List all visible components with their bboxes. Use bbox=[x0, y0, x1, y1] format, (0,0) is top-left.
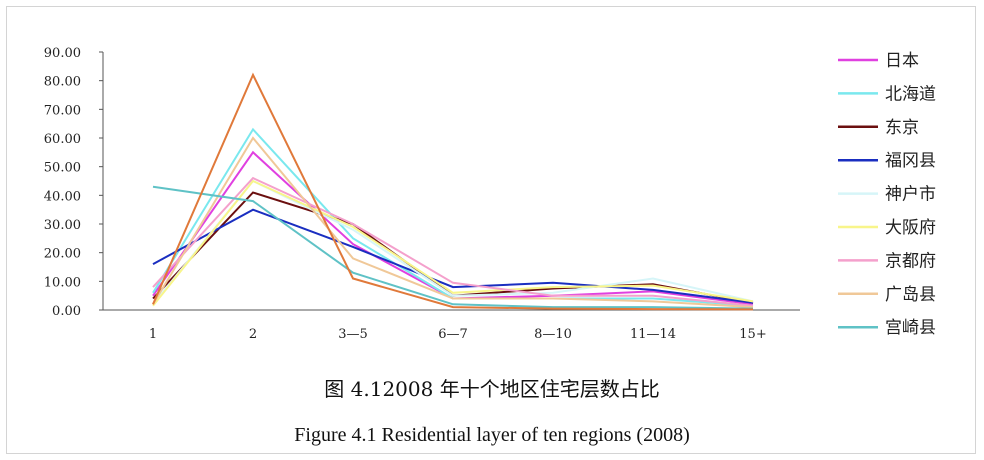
figure-frame bbox=[6, 6, 976, 454]
legend-label: 宫崎县 bbox=[885, 318, 936, 338]
series-line-7 bbox=[152, 176, 754, 307]
legend-label: 福冈县 bbox=[885, 151, 936, 171]
legend-label: 大阪府 bbox=[885, 218, 936, 238]
legend-label: 京都府 bbox=[885, 251, 936, 271]
series-line-9 bbox=[152, 185, 754, 310]
y-tick-label: 20.00 bbox=[44, 247, 81, 262]
y-tick-label: 40.00 bbox=[44, 189, 81, 204]
y-tick-label: 70.00 bbox=[44, 103, 81, 118]
caption-english: Figure 4.1 Residential layer of ten regi… bbox=[294, 424, 690, 446]
x-tick-label: 15+ bbox=[739, 327, 766, 342]
legend-label: 神户市 bbox=[885, 185, 936, 205]
line-chart: 0.00 10.00 20.00 30.00 40.00 50.00 60.00 70.00 8… bbox=[44, 46, 936, 342]
legend-label: 北海道 bbox=[885, 84, 936, 104]
series-line-6 bbox=[152, 179, 754, 307]
y-tick-label: 80.00 bbox=[44, 75, 81, 90]
legend-label: 广岛县 bbox=[885, 285, 936, 305]
series-line-8 bbox=[152, 136, 754, 309]
caption-chinese: 图 4.12008 年十个地区住宅层数占比 bbox=[324, 377, 660, 401]
legend-label: 日本 bbox=[885, 51, 919, 71]
series-lines bbox=[152, 72, 754, 311]
x-tick-label: 1 bbox=[149, 327, 157, 342]
x-tick-label: 6—7 bbox=[438, 327, 468, 342]
legend-label: 东京 bbox=[885, 118, 919, 138]
series-line-4 bbox=[152, 208, 754, 304]
y-tick-label: 30.00 bbox=[44, 218, 81, 233]
x-tick-label: 11—14 bbox=[630, 327, 676, 342]
y-tick-label: 90.00 bbox=[44, 46, 81, 61]
series-line-10 bbox=[152, 72, 754, 311]
y-tick-label: 60.00 bbox=[44, 132, 81, 147]
y-tick-label: 0.00 bbox=[52, 304, 81, 319]
axes-group: 0.00 10.00 20.00 30.00 40.00 50.00 60.00 70.00 8… bbox=[44, 46, 800, 342]
y-tick-label: 50.00 bbox=[44, 161, 81, 176]
x-tick-label: 2 bbox=[249, 327, 257, 342]
y-tick-label: 10.00 bbox=[44, 275, 81, 290]
x-tick-label: 3—5 bbox=[338, 327, 368, 342]
x-tick-label: 8—10 bbox=[534, 327, 572, 342]
